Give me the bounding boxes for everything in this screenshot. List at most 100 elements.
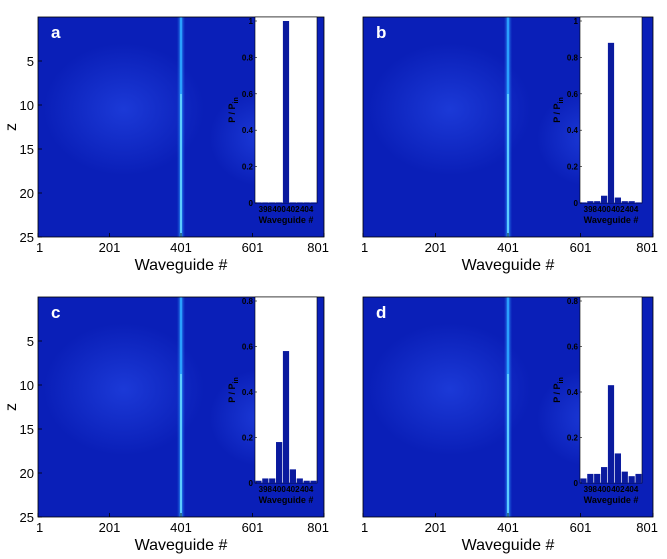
x-tick-label: 401 bbox=[497, 520, 519, 535]
inset-bar bbox=[601, 467, 608, 483]
inset-bar bbox=[580, 478, 587, 483]
inset-bar bbox=[262, 202, 269, 203]
x-tick-label: 801 bbox=[636, 240, 658, 255]
inset-x-tick-label: 400 bbox=[597, 205, 611, 214]
inset-bar bbox=[269, 478, 276, 483]
beam-core bbox=[507, 94, 509, 237]
x-tick-label: 601 bbox=[570, 240, 592, 255]
x-axis-label: Waveguide # bbox=[135, 257, 228, 274]
x-tick-label: 201 bbox=[425, 520, 447, 535]
y-tick-label: 10 bbox=[20, 378, 34, 393]
inset-bar bbox=[262, 478, 269, 483]
inset-y-tick-label: 0.8 bbox=[242, 53, 254, 62]
inset-bar bbox=[607, 385, 615, 483]
inset-y-axis-label: P / Pin bbox=[552, 377, 565, 403]
inset-x-tick-label: 400 bbox=[272, 485, 286, 494]
inset-x-tick-label: 398 bbox=[584, 205, 598, 214]
inset-bar bbox=[276, 202, 283, 203]
y-tick-label: 20 bbox=[20, 186, 34, 201]
inset-bar bbox=[621, 201, 628, 203]
y-tick-label: 5 bbox=[27, 334, 34, 349]
heatmap-glow bbox=[368, 323, 532, 456]
x-tick-label: 601 bbox=[570, 520, 592, 535]
inset-y-tick-label: 0.4 bbox=[242, 126, 254, 135]
inset-x-axis-label: Waveguide # bbox=[259, 215, 314, 225]
inset-x-tick-label: 404 bbox=[300, 485, 314, 494]
x-axis-label: Waveguide # bbox=[462, 257, 555, 274]
inset-y-tick-label: 0.6 bbox=[242, 343, 254, 352]
inset-bar bbox=[580, 202, 587, 203]
inset-y-tick-label: 0.4 bbox=[567, 126, 579, 135]
y-tick-label: 25 bbox=[20, 230, 34, 245]
inset-bar bbox=[607, 42, 615, 204]
inset-bar bbox=[628, 476, 635, 483]
beam-core bbox=[507, 374, 509, 517]
inset-y-label-main: P / P bbox=[227, 103, 237, 122]
beam-core bbox=[180, 94, 182, 237]
inset-x-axis-label: Waveguide # bbox=[584, 495, 639, 505]
inset-y-label-main: P / P bbox=[227, 383, 237, 402]
inset-bar bbox=[289, 202, 296, 203]
y-tick-label: 5 bbox=[27, 54, 34, 69]
inset-y-tick-label: 0.8 bbox=[567, 297, 579, 306]
x-tick-label: 1 bbox=[361, 240, 368, 255]
inset-bar bbox=[289, 469, 296, 483]
inset-x-tick-label: 402 bbox=[611, 205, 625, 214]
inset-y-tick-label: 0.8 bbox=[567, 53, 579, 62]
heatmap-glow bbox=[368, 43, 532, 176]
inset-x-tick-label: 402 bbox=[611, 485, 625, 494]
inset-y-tick-label: 0.2 bbox=[567, 434, 579, 443]
y-tick-label: 15 bbox=[20, 142, 34, 157]
inset-y-label-sub: in bbox=[558, 97, 565, 103]
inset-y-tick-label: 1 bbox=[249, 17, 254, 26]
inset-y-label-sub: in bbox=[233, 377, 240, 383]
x-tick-label: 401 bbox=[170, 520, 192, 535]
inset-y-label-sub: in bbox=[558, 377, 565, 383]
inset-y-tick-label: 0.6 bbox=[242, 90, 254, 99]
inset-y-tick-label: 0.2 bbox=[567, 163, 579, 172]
inset-y-label-main: P / P bbox=[552, 103, 562, 122]
inset-y-tick-label: 0 bbox=[574, 479, 579, 488]
inset-bar bbox=[303, 480, 310, 483]
inset-y-tick-label: 0.6 bbox=[567, 343, 579, 352]
inset-bar bbox=[310, 202, 317, 203]
x-tick-label: 601 bbox=[242, 240, 264, 255]
inset-x-tick-label: 404 bbox=[625, 205, 639, 214]
inset-y-tick-label: 1 bbox=[574, 17, 579, 26]
inset-x-tick-label: 398 bbox=[259, 205, 273, 214]
inset-bar bbox=[614, 197, 621, 203]
inset-x-tick-label: 404 bbox=[625, 485, 639, 494]
inset-x-tick-label: 404 bbox=[300, 205, 314, 214]
inset-x-axis-label: Waveguide # bbox=[259, 495, 314, 505]
inset-bar bbox=[296, 202, 303, 203]
y-tick-label: 10 bbox=[20, 98, 34, 113]
inset-y-tick-label: 0 bbox=[249, 479, 254, 488]
inset-y-tick-label: 0.4 bbox=[242, 388, 254, 397]
x-axis-label: Waveguide # bbox=[135, 537, 228, 554]
x-tick-label: 1 bbox=[36, 520, 43, 535]
inset-bar bbox=[296, 478, 303, 483]
inset-bar bbox=[601, 195, 608, 203]
inset-y-label-sub: in bbox=[233, 97, 240, 103]
x-tick-label: 201 bbox=[99, 520, 121, 535]
inset-y-label-main: P / P bbox=[552, 383, 562, 402]
x-tick-label: 601 bbox=[242, 520, 264, 535]
inset-bar bbox=[587, 201, 594, 203]
heatmap-glow bbox=[43, 43, 204, 176]
x-tick-label: 801 bbox=[636, 520, 658, 535]
x-tick-label: 1 bbox=[36, 240, 43, 255]
beam-core bbox=[180, 374, 182, 517]
inset-x-tick-label: 398 bbox=[584, 485, 598, 494]
y-axis-label: z bbox=[3, 123, 20, 131]
y-tick-label: 15 bbox=[20, 422, 34, 437]
x-tick-label: 201 bbox=[425, 240, 447, 255]
y-tick-label: 20 bbox=[20, 466, 34, 481]
panel-b: 1 201 401 601 801 Waveguide # b 0 0.2 0.4 0.6 0.8 1 3… bbox=[361, 16, 658, 274]
inset-y-tick-label: 0 bbox=[574, 199, 579, 208]
inset-bar bbox=[587, 473, 594, 483]
inset-y-tick-label: 0.2 bbox=[242, 434, 254, 443]
inset-x-tick-label: 402 bbox=[286, 205, 300, 214]
